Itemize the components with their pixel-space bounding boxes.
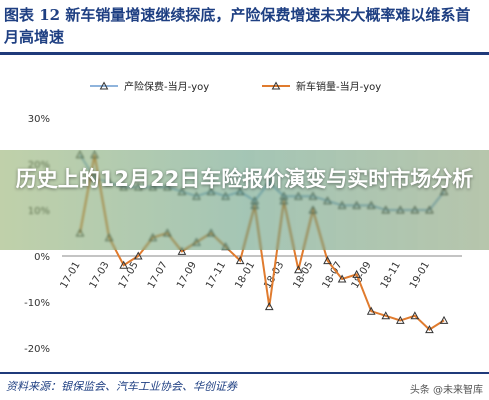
x-tick-label: 18-01: [233, 260, 257, 291]
y-tick-label: -20%: [24, 344, 50, 355]
x-tick-label: 17-03: [88, 260, 112, 291]
x-tick-label: 17-05: [117, 260, 141, 291]
overlay-headline: 历史上的12月22日车险报价演变与实时市场分析: [15, 167, 474, 191]
data-point: [235, 256, 245, 265]
x-tick-label: 19-01: [408, 260, 432, 291]
legend: 产险保费-当月-yoy 新车销量-当月-yoy: [90, 80, 381, 93]
y-tick-label: 0%: [34, 252, 50, 263]
x-tick-label: 18-07: [321, 260, 345, 291]
legend-label: 新车销量-当月-yoy: [296, 80, 381, 93]
data-point: [352, 269, 361, 278]
data-point: [177, 246, 187, 255]
title-divider: [0, 52, 489, 55]
x-tick-label: 18-11: [379, 260, 403, 291]
x-tick-label: 17-01: [59, 260, 83, 291]
chart-title: 图表 12 新车销量增速继续探底，产险保费增速未来大概率难以维系首月高增速: [4, 6, 471, 46]
watermark: 头条 @未来智库: [409, 385, 483, 396]
legend-label: 产险保费-当月-yoy: [124, 80, 209, 93]
source-note: 资料来源：银保监会、汽车工业协会、华创证券: [6, 380, 237, 393]
data-point: [439, 315, 449, 324]
data-point: [264, 302, 274, 311]
legend-marker: [271, 81, 281, 90]
data-point: [395, 315, 405, 324]
data-point: [119, 260, 129, 269]
data-point: [425, 325, 434, 334]
x-tick-label: 18-05: [292, 260, 316, 291]
x-tick-label: 17-07: [146, 260, 170, 291]
series-line: [79, 154, 445, 331]
data-point: [337, 274, 347, 283]
data-point: [381, 311, 391, 320]
data-point: [410, 311, 420, 320]
data-point: [366, 306, 376, 315]
y-tick-label: -10%: [24, 298, 50, 309]
data-point: [133, 251, 143, 260]
x-tick-label: 17-09: [175, 260, 199, 291]
x-tick-label: 17-11: [204, 260, 228, 291]
banner-overlay: [0, 150, 489, 250]
footer-divider: [0, 372, 489, 374]
data-point: [323, 256, 332, 265]
x-axis: 17-01 17-03 17-05 17-07 17-09 17-11 18-01 18-03…: [59, 255, 462, 291]
y-tick-label: 30%: [28, 114, 50, 125]
legend-marker: [99, 81, 109, 90]
data-point: [294, 265, 303, 274]
